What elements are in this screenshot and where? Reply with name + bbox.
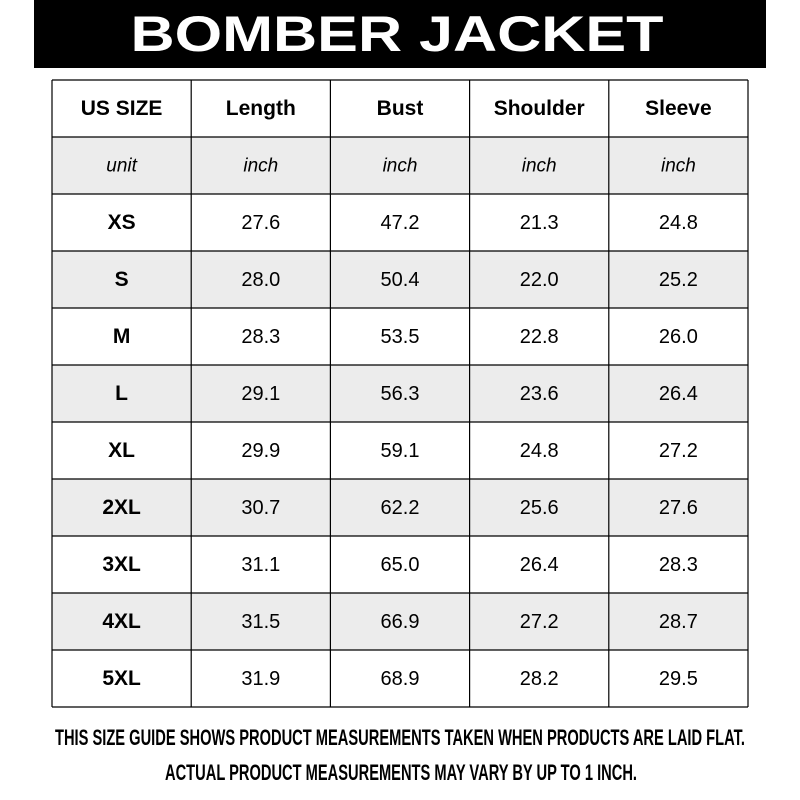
measurement: 23.6 [520, 383, 559, 405]
measurement: 31.5 [241, 611, 280, 633]
measurement: 31.1 [241, 554, 280, 576]
footer-note: ACTUAL PRODUCT MEASUREMENTS MAY VARY BY … [165, 760, 637, 785]
measurement: 22.8 [520, 326, 559, 348]
column-header: US SIZE [81, 97, 163, 120]
row-background [52, 251, 748, 308]
measurement: 26.4 [659, 383, 698, 405]
unit-label: inch [243, 156, 278, 177]
measurement: 24.8 [520, 440, 559, 462]
size-table: US SIZE Length Bust Shoulder Sleeve unit inch i… [51, 79, 749, 708]
measurement: 26.0 [659, 326, 698, 348]
measurement: 56.3 [381, 383, 420, 405]
title-banner [34, 0, 766, 68]
measurement: 28.3 [241, 326, 280, 348]
measurement: 27.6 [241, 212, 280, 234]
size-label: XL [108, 439, 135, 462]
measurement: 66.9 [381, 611, 420, 633]
size-label: 3XL [102, 553, 141, 576]
size-label: XS [108, 211, 136, 234]
measurement: 29.9 [241, 440, 280, 462]
size-label: 5XL [102, 667, 141, 690]
measurement: 28.3 [659, 554, 698, 576]
column-header: Bust [377, 97, 424, 120]
row-background [52, 593, 748, 650]
row-background [52, 80, 748, 137]
row-background [52, 308, 748, 365]
row-background [52, 479, 748, 536]
measurement: 53.5 [381, 326, 420, 348]
row-background [52, 650, 748, 707]
row-background [52, 194, 748, 251]
row-background [52, 536, 748, 593]
measurement: 30.7 [241, 497, 280, 519]
measurement: 28.0 [241, 269, 280, 291]
column-header: Sleeve [645, 97, 712, 120]
unit-label: inch [383, 156, 418, 177]
measurement: 28.2 [520, 668, 559, 690]
size-label: S [115, 268, 129, 291]
measurement: 50.4 [381, 269, 420, 291]
unit-label: unit [106, 156, 137, 177]
row-background [52, 137, 748, 194]
measurement: 26.4 [520, 554, 559, 576]
column-header: Shoulder [494, 97, 585, 120]
row-background [52, 365, 748, 422]
size-label: L [115, 382, 128, 405]
measurement: 25.2 [659, 269, 698, 291]
measurement: 24.8 [659, 212, 698, 234]
measurement: 27.2 [520, 611, 559, 633]
unit-label: inch [522, 156, 557, 177]
footer-note: THIS SIZE GUIDE SHOWS PRODUCT MEASUREMEN… [55, 725, 745, 750]
measurement: 25.6 [520, 497, 559, 519]
measurement: 59.1 [381, 440, 420, 462]
column-header: Length [226, 97, 296, 120]
measurement: 65.0 [381, 554, 420, 576]
unit-label: inch [661, 156, 696, 177]
measurement: 47.2 [381, 212, 420, 234]
measurement: 27.2 [659, 440, 698, 462]
size-label: 2XL [102, 496, 141, 519]
measurement: 27.6 [659, 497, 698, 519]
measurement: 21.3 [520, 212, 559, 234]
title: BOMBER JACKET [131, 6, 664, 62]
measurement: 68.9 [381, 668, 420, 690]
size-label: M [113, 325, 131, 348]
measurement: 29.5 [659, 668, 698, 690]
measurement: 29.1 [241, 383, 280, 405]
row-background [52, 422, 748, 479]
measurement: 62.2 [381, 497, 420, 519]
size-label: 4XL [102, 610, 141, 633]
measurement: 28.7 [659, 611, 698, 633]
measurement: 22.0 [520, 269, 559, 291]
measurement: 31.9 [241, 668, 280, 690]
